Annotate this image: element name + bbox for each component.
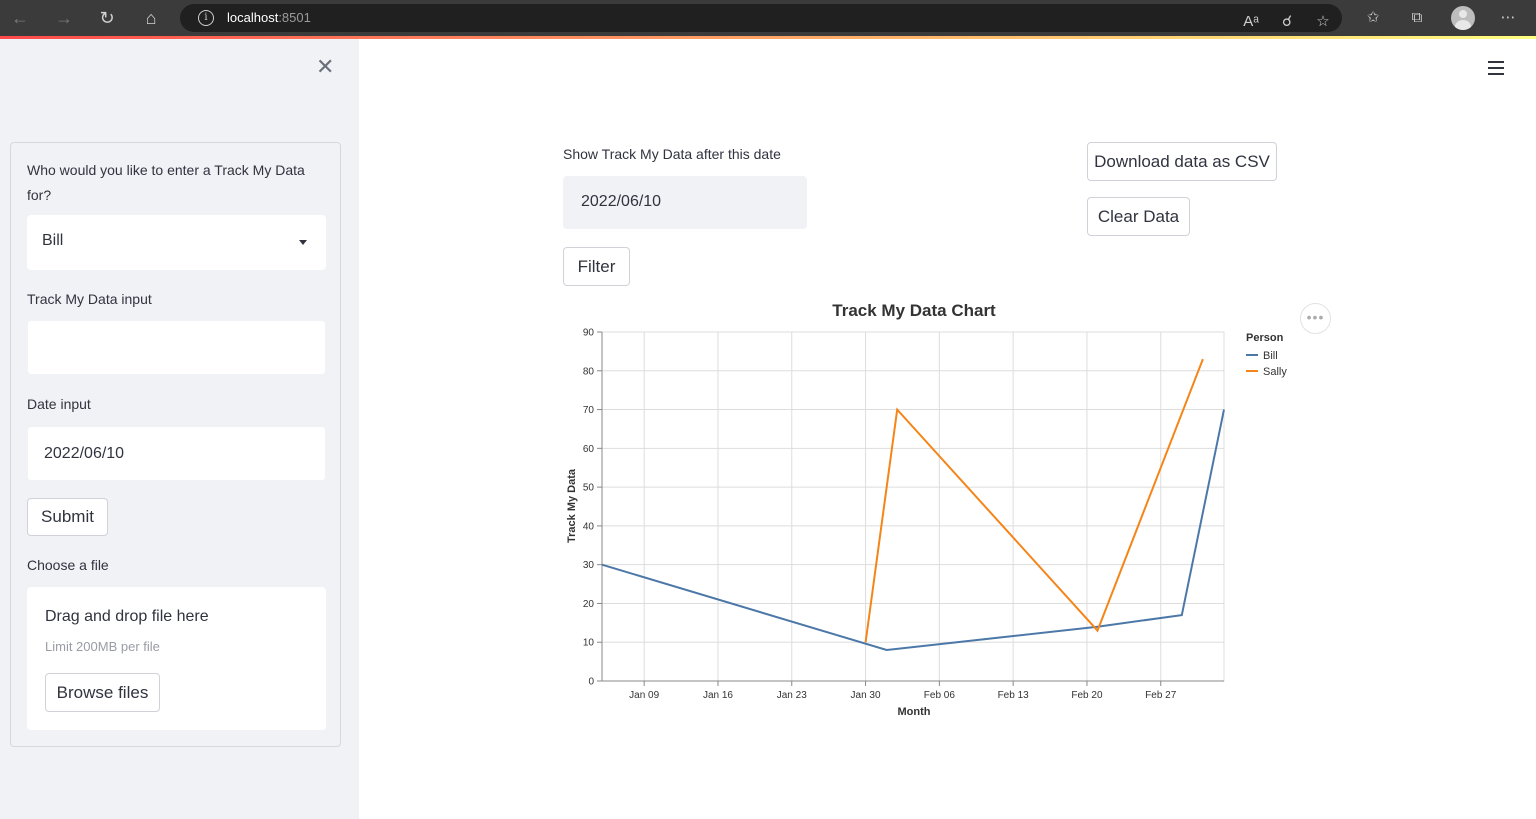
chevron-down-icon	[299, 240, 307, 245]
zoom-icon[interactable]: ☌	[1281, 13, 1293, 30]
chart-grid	[601, 331, 1225, 682]
x-tick-label: Feb 13	[998, 690, 1030, 701]
x-tick-label: Jan 09	[629, 690, 659, 701]
address-bar[interactable]: i localhost:8501 Aᵃ ☌ ☆	[180, 4, 1342, 32]
main-menu-icon[interactable]	[1488, 61, 1504, 75]
y-tick-label: 80	[583, 366, 595, 377]
legend-label: Bill	[1263, 350, 1278, 362]
chart-title: Track My Data Chart	[832, 301, 996, 320]
filter-button[interactable]: Filter	[563, 247, 630, 286]
chart-legend: Person Bill Sally	[1246, 332, 1287, 378]
app-header-decoration	[0, 36, 1536, 39]
x-tick-label: Feb 27	[1145, 690, 1177, 701]
x-tick-label: Jan 16	[703, 690, 733, 701]
data-input-field[interactable]	[27, 320, 326, 375]
submit-button[interactable]: Submit	[27, 498, 108, 536]
browser-toolbar: ← → ↻ ⌂ i localhost:8501 Aᵃ ☌ ☆ ✩ ⧉ ⋯	[0, 0, 1536, 36]
person-select-value: Bill	[42, 232, 64, 249]
dropzone-title: Drag and drop file here	[45, 608, 209, 625]
plot-area	[601, 331, 1225, 682]
file-uploader-label: Choose a file	[27, 557, 109, 573]
series-line-sally	[864, 358, 1204, 643]
add-favorite-icon[interactable]: ☆	[1316, 13, 1330, 30]
filter-date-label: Show Track My Data after this date	[563, 146, 781, 162]
more-menu-icon[interactable]: ⋯	[1500, 9, 1516, 26]
sidebar: ✕ Who would you like to enter a Track My…	[0, 39, 359, 819]
y-tick-label: 10	[583, 638, 595, 649]
chart-axes: 0 10 20 30 40 50 60 70 80 90 Jan 09 Jan 16 Jan 23 Jan…	[583, 328, 1224, 701]
profile-avatar[interactable]	[1451, 6, 1475, 30]
home-icon[interactable]: ⌂	[145, 8, 157, 28]
y-tick-label: 90	[583, 328, 595, 339]
legend-label: Sally	[1263, 366, 1287, 378]
y-tick-label: 70	[583, 405, 595, 416]
line-chart: Track My Data Chart 0 10 20 30 40 50 60 70 80 90 J…	[566, 301, 1287, 718]
legend-title: Person	[1246, 332, 1284, 344]
y-tick-label: 20	[583, 599, 595, 610]
chart-actions-icon[interactable]: •••	[1300, 303, 1331, 334]
filter-date-input[interactable]: 2022/06/10	[563, 176, 807, 229]
data-input-label: Track My Data input	[27, 291, 152, 307]
y-tick-label: 60	[583, 444, 595, 455]
reload-icon[interactable]: ↻	[99, 8, 115, 28]
close-sidebar-icon[interactable]: ✕	[316, 54, 335, 79]
site-info-icon[interactable]: i	[198, 10, 214, 26]
chart-lines	[601, 358, 1225, 652]
browse-files-button[interactable]: Browse files	[45, 673, 160, 712]
date-input-field[interactable]	[27, 426, 326, 481]
address-url: localhost:8501	[227, 10, 311, 25]
back-icon[interactable]: ←	[11, 8, 29, 28]
clear-data-button[interactable]: Clear Data	[1087, 197, 1190, 236]
x-tick-label: Feb 06	[924, 690, 956, 701]
download-csv-button[interactable]: Download data as CSV	[1087, 142, 1277, 181]
x-axis-label: Month	[898, 706, 931, 718]
read-aloud-icon[interactable]: Aᵃ	[1243, 13, 1259, 30]
y-axis-label: Track My Data	[566, 468, 578, 543]
file-dropzone[interactable]: Drag and drop file here Limit 200MB per …	[27, 587, 326, 730]
favorites-icon[interactable]: ✩	[1366, 9, 1380, 26]
x-tick-label: Feb 20	[1071, 690, 1103, 701]
x-tick-label: Jan 30	[851, 690, 881, 701]
y-tick-label: 40	[583, 521, 595, 532]
date-input-label: Date input	[27, 396, 91, 412]
y-tick-label: 0	[588, 677, 594, 688]
x-tick-label: Jan 23	[777, 690, 807, 701]
filter-date-value: 2022/06/10	[581, 193, 662, 210]
entry-form: Who would you like to enter a Track My D…	[10, 142, 341, 747]
collections-icon[interactable]: ⧉	[1411, 9, 1423, 26]
forward-icon[interactable]: →	[55, 8, 73, 28]
person-select-label: Who would you like to enter a Track My D…	[27, 162, 305, 203]
y-tick-label: 50	[583, 483, 595, 494]
series-line-bill	[601, 409, 1225, 652]
dropzone-limit: Limit 200MB per file	[45, 639, 160, 654]
person-select[interactable]: Bill	[27, 215, 326, 270]
y-tick-label: 30	[583, 560, 595, 571]
